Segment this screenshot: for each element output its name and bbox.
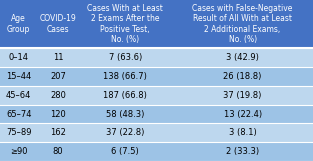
Bar <box>0 48 38 67</box>
Text: 13 (22.4): 13 (22.4) <box>223 109 262 118</box>
Text: 45–64: 45–64 <box>6 91 32 100</box>
Bar <box>0 142 38 161</box>
Text: 0–14: 0–14 <box>9 53 29 62</box>
Text: 7 (63.6): 7 (63.6) <box>109 53 142 62</box>
Bar <box>0 123 38 142</box>
Bar <box>78 86 172 105</box>
Text: 280: 280 <box>50 91 66 100</box>
Text: 2 (33.3): 2 (33.3) <box>226 147 259 156</box>
Bar <box>78 67 172 86</box>
Bar <box>0 0 38 48</box>
Text: 120: 120 <box>50 109 66 118</box>
Bar <box>38 105 78 123</box>
Text: 6 (7.5): 6 (7.5) <box>111 147 139 156</box>
Text: 15–44: 15–44 <box>6 72 31 81</box>
Bar <box>38 0 78 48</box>
Text: 65–74: 65–74 <box>6 109 32 118</box>
Bar <box>172 105 313 123</box>
Bar <box>38 123 78 142</box>
Text: 75–89: 75–89 <box>6 128 32 137</box>
Bar <box>172 142 313 161</box>
Bar <box>78 0 172 48</box>
Bar <box>172 123 313 142</box>
Bar <box>172 86 313 105</box>
Bar <box>38 67 78 86</box>
Text: 37 (19.8): 37 (19.8) <box>223 91 262 100</box>
Bar <box>78 142 172 161</box>
Text: 11: 11 <box>53 53 63 62</box>
Text: COVID-19
Cases: COVID-19 Cases <box>39 14 76 34</box>
Text: 26 (18.8): 26 (18.8) <box>223 72 262 81</box>
Text: 207: 207 <box>50 72 66 81</box>
Bar <box>172 48 313 67</box>
Text: 80: 80 <box>53 147 63 156</box>
Text: Cases With at Least
2 Exams After the
Positive Test,
No. (%): Cases With at Least 2 Exams After the Po… <box>87 4 163 44</box>
Bar <box>78 105 172 123</box>
Bar <box>172 67 313 86</box>
Text: 58 (48.3): 58 (48.3) <box>106 109 144 118</box>
Bar <box>0 105 38 123</box>
Text: Cases with False-Negative
Result of All With at Least
2 Additional Exams,
No. (%: Cases with False-Negative Result of All … <box>192 4 293 44</box>
Text: Age
Group: Age Group <box>7 14 30 34</box>
Bar <box>172 0 313 48</box>
Text: 3 (8.1): 3 (8.1) <box>229 128 256 137</box>
Bar <box>78 123 172 142</box>
Bar <box>38 86 78 105</box>
Bar <box>78 48 172 67</box>
Bar <box>38 142 78 161</box>
Text: ≥90: ≥90 <box>10 147 28 156</box>
Bar <box>0 67 38 86</box>
Text: 3 (42.9): 3 (42.9) <box>226 53 259 62</box>
Bar <box>0 86 38 105</box>
Text: 187 (66.8): 187 (66.8) <box>103 91 147 100</box>
Text: 162: 162 <box>50 128 66 137</box>
Text: 37 (22.8): 37 (22.8) <box>106 128 144 137</box>
Bar <box>38 48 78 67</box>
Text: 138 (66.7): 138 (66.7) <box>103 72 147 81</box>
